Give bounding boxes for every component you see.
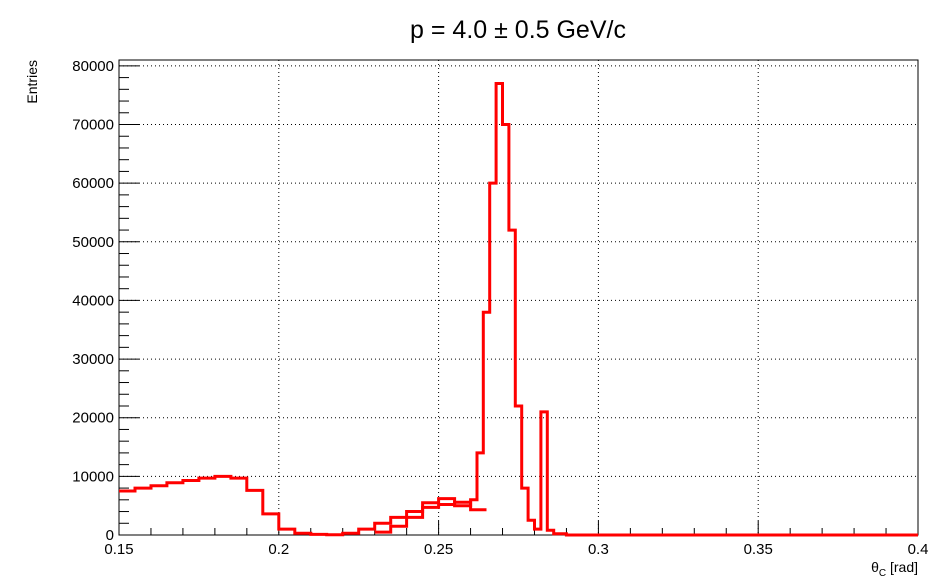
x-tick-label: 0.4 [908,541,929,558]
x-axis-label-symbol: θ [871,559,879,575]
y-tick-label: 10000 [72,468,114,485]
y-tick-label: 40000 [72,292,114,309]
x-tick-label: 0.35 [744,541,773,558]
x-tick-label: 0.25 [424,541,453,558]
y-tick-label: 60000 [72,175,114,192]
x-tick-label: 0.15 [104,541,133,558]
y-tick-label: 50000 [72,234,114,251]
y-tick-label: 70000 [72,117,114,134]
y-tick-label: 80000 [72,58,114,75]
y-tick-label: 30000 [72,351,114,368]
histogram-series-2 [374,82,580,537]
plot-frame [118,59,919,536]
y-axis: 0 10000 20000 30000 40000 50000 60000 70000 8000… [72,58,139,544]
x-axis-label-unit: [rad] [886,559,918,575]
x-tick-label: 0.2 [268,541,289,558]
y-tick-label: 20000 [72,410,114,427]
y-tick-label: 0 [106,527,114,544]
y-axis-label: Entries [24,60,40,104]
x-tick-label: 0.3 [588,541,609,558]
histogram-series-1 [119,474,487,537]
x-axis-label-subscript: C [879,568,886,579]
grid [119,60,918,535]
x-axis: 0.15 0.2 0.25 0.3 0.35 0.4 [104,521,928,558]
series-group [119,82,918,537]
chart-title: p = 4.0 ± 0.5 GeV/c [410,16,626,44]
x-axis-label: θC [rad] [871,559,918,579]
